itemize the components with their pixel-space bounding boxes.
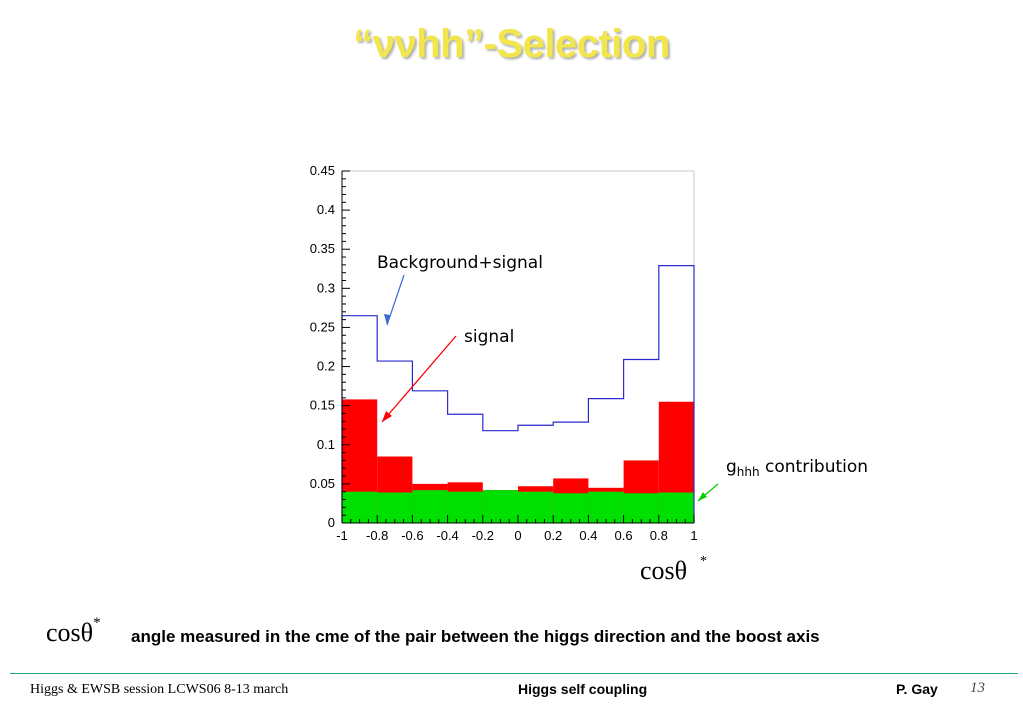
arrowhead-background-signal [384,314,390,325]
y-tick-label: 0.35 [310,241,335,256]
y-tick-label: 0 [328,515,335,530]
ghhh-bar [658,492,694,523]
ghhh-bar [623,493,659,523]
x-axis-label-star: * [700,554,707,569]
ghhh-bar [553,493,589,523]
annotation-ghhh: ghhh contribution [726,457,868,479]
y-tick-label: 0.1 [317,437,335,452]
y-tick-label: 0.2 [317,359,335,374]
ghhh-bar [377,492,413,523]
x-tick-label: -1 [336,528,348,543]
x-tick-label: -0.6 [401,528,423,543]
ghhh-bar [412,490,448,523]
page-number: 13 [970,680,985,696]
footer-divider [10,673,1018,674]
y-tick-label: 0.25 [310,319,335,334]
y-tick-label: 0.4 [317,202,335,217]
ghhh-bar [588,491,624,523]
y-tick-label: 0.3 [317,280,335,295]
y-tick-label: 0.15 [310,398,335,413]
x-tick-label: 1 [690,528,697,543]
x-axis-label: cosθ [640,556,687,585]
arrowhead-ghhh [698,492,707,501]
footer-session: Higgs & EWSB session LCWS06 8-13 march [30,682,289,697]
x-tick-label: 0.6 [615,528,633,543]
slide-title: “ννhh”-Selection [353,22,670,66]
y-tick-label: 0.05 [310,476,335,491]
arrowhead-signal [382,411,392,422]
x-tick-label: -0.2 [472,528,494,543]
footer-author: P. Gay [896,681,938,697]
annotation-background-signal: Background+signal [377,253,543,273]
caption-symbol: cosθ* [46,615,101,647]
ghhh-bar [342,491,378,523]
ghhh-bar [482,490,518,523]
x-tick-label: 0.8 [650,528,668,543]
x-tick-label: -0.4 [436,528,458,543]
x-tick-label: 0 [514,528,521,543]
ghhh-bar [518,491,554,523]
arrow-background-signal [386,274,405,326]
background-signal-step [341,265,695,523]
footer-topic: Higgs self coupling [518,681,648,697]
annotation-signal: signal [464,327,514,347]
caption-text: angle measured in the cme of the pair be… [131,627,820,646]
x-tick-label: 0.4 [579,528,597,543]
arrow-signal [381,335,457,423]
y-tick-label: 0.45 [310,163,335,178]
x-tick-label: 0.2 [544,528,562,543]
x-tick-label: -0.8 [366,528,388,543]
ghhh-bar [447,491,483,523]
